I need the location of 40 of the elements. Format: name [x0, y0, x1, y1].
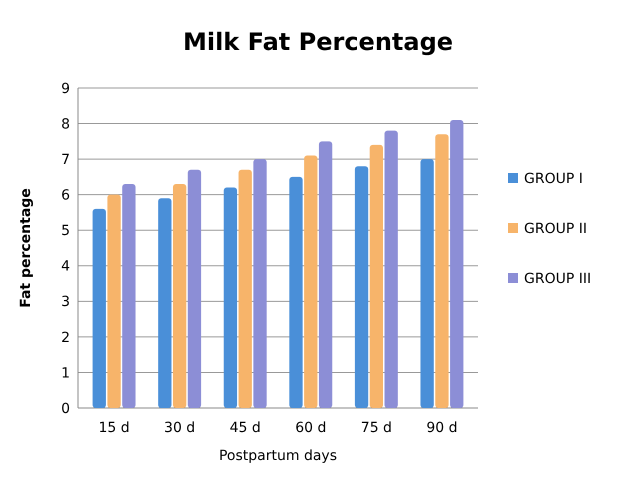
y-tick-label: 4 [61, 258, 70, 275]
y-tick-label: 0 [61, 400, 70, 417]
x-tick-label: 15 d [98, 420, 130, 436]
bar [238, 170, 252, 408]
bar [384, 130, 398, 408]
bar [158, 198, 172, 408]
x-tick-label: 90 d [426, 420, 458, 436]
bar [188, 170, 202, 408]
bar [92, 208, 106, 408]
y-tick-label: 9 [61, 80, 70, 97]
x-tick-label: 75 d [360, 420, 392, 436]
y-tick-label: 1 [61, 365, 70, 382]
y-tick-label: 5 [61, 223, 70, 240]
x-tick-label: 45 d [230, 420, 261, 436]
bar [304, 156, 318, 408]
bar [370, 144, 384, 408]
y-tick-label: 6 [61, 188, 70, 204]
legend-label: GROUP I [524, 170, 583, 187]
bar [224, 188, 238, 408]
x-tick-label: 30 d [164, 420, 196, 436]
legend-label: GROUP II [524, 220, 587, 237]
bar [122, 184, 136, 408]
y-tick-label: 8 [61, 116, 70, 132]
y-axis-title: Fat percentage [18, 188, 34, 308]
y-tick-label: 7 [61, 152, 70, 168]
chart-title: Milk Fat Percentage [182, 28, 454, 56]
x-axis-title: Postpartum days [218, 448, 338, 464]
bar [420, 159, 434, 408]
bar [354, 166, 368, 408]
bar [318, 141, 332, 408]
bar [172, 184, 186, 408]
bar [450, 120, 464, 408]
bar [107, 194, 121, 408]
bar [435, 134, 449, 408]
bar [289, 176, 303, 408]
legend-label: GROUP III [524, 270, 592, 287]
y-tick-label: 3 [61, 294, 70, 310]
x-tick-label: 60 d [295, 420, 326, 436]
y-tick-label: 2 [61, 330, 70, 346]
bar [253, 159, 267, 408]
